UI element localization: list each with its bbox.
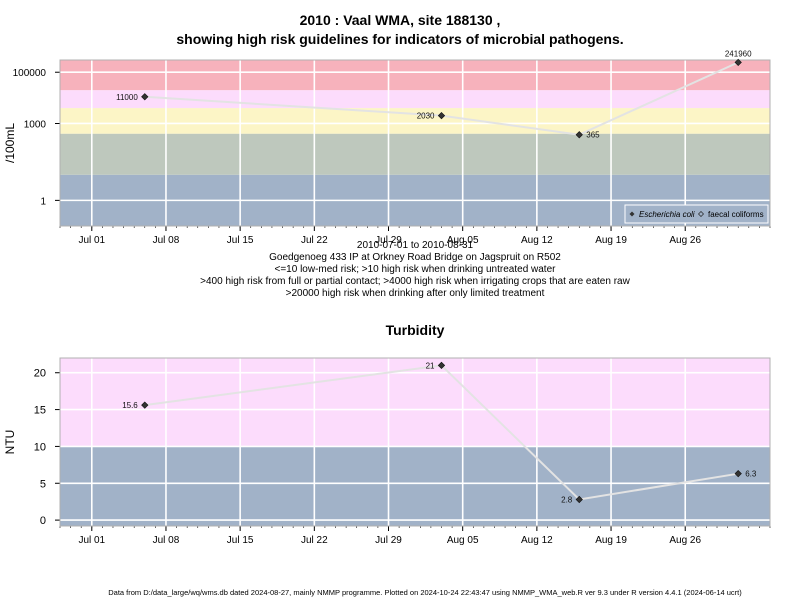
y-axis-label: NTU [3, 430, 17, 455]
data-label: 15.6 [122, 401, 138, 410]
risk-band-blue [60, 446, 770, 526]
data-point [141, 401, 149, 409]
legend-box [624, 204, 769, 224]
subtitle-date-range: 2010-07-01 to 2010-08-31 [356, 240, 474, 251]
y-tick-label: 0 [40, 515, 46, 527]
plot-frame [59, 59, 771, 227]
plot-frame [59, 357, 771, 527]
subtitle-guideline-1: <=10 low-med risk; >10 high risk when dr… [274, 264, 556, 275]
data-point [141, 93, 149, 101]
y-tick-label: 10 [34, 441, 46, 453]
data-label: 365 [586, 131, 600, 140]
chart-title-line-2: showing high risk guidelines for indicat… [176, 31, 624, 47]
x-tick-label: Aug 05 [447, 235, 479, 246]
chart-panel-2: Jul 01 Jul 08 Jul 15 Jul 22 Jul 29 Aug 05 Aug … [3, 357, 771, 546]
data-label: 241960 [725, 49, 752, 58]
legend-label: faecal coliforms [708, 210, 764, 219]
x-tick-label: Jul 22 [301, 535, 328, 546]
data-label: 11000 [116, 93, 138, 102]
subtitle-site: Goedgenoeg 433 IP at Orkney Road Bridge … [269, 252, 561, 263]
risk-band-yellow [60, 108, 770, 134]
legend-label: Escherichia coli [639, 210, 695, 219]
y-tick-label: 1000 [24, 119, 47, 130]
x-tick-label: Jul 08 [153, 535, 180, 546]
x-tick-label: Aug 19 [595, 535, 627, 546]
x-tick-label: Aug 12 [521, 535, 553, 546]
chart-panel-1: Jul 01 Jul 08 Jul 15 Jul 22 Jul 29 Aug 05 Aug … [3, 49, 771, 246]
y-tick-label: 15 [34, 405, 46, 417]
subtitle-guideline-3: >20000 high risk when drinking after onl… [285, 288, 545, 299]
data-point [575, 495, 583, 504]
y-tick-label: 1 [40, 196, 46, 207]
turbidity-title: Turbidity [385, 322, 445, 338]
risk-band-green [60, 133, 770, 175]
series-line [144, 364, 739, 501]
subtitle-guideline-2: >400 high risk from full or partial cont… [200, 276, 630, 287]
y-tick-label: 5 [40, 478, 46, 490]
x-tick-label: Jul 22 [301, 235, 328, 246]
data-label: 2.8 [561, 495, 573, 504]
y-tick-label: 100000 [13, 68, 47, 79]
data-point [734, 58, 742, 67]
x-tick-label: Aug 19 [595, 235, 627, 246]
x-tick-label: Jul 01 [78, 235, 105, 246]
risk-band-red [60, 60, 770, 91]
data-point [734, 470, 742, 478]
x-tick-label: Jul 15 [227, 235, 254, 246]
x-tick-label: Aug 26 [669, 235, 701, 246]
x-tick-label: Aug 12 [521, 235, 553, 246]
legend-marker-open [698, 211, 704, 217]
legend: Escherichia coli faecal coliforms [624, 204, 769, 224]
x-tick-label: Jul 08 [153, 235, 180, 246]
x-tick-label: Aug 26 [669, 535, 701, 546]
y-tick-label: 20 [34, 368, 46, 380]
data-label: 2030 [417, 112, 435, 121]
legend-marker-filled [629, 211, 635, 217]
x-tick-label: Jul 01 [78, 535, 105, 546]
x-tick-label: Aug 05 [447, 535, 479, 546]
x-tick-label: Jul 29 [375, 535, 402, 546]
data-point [437, 361, 446, 369]
footer-note: Data from D:/data_large/wq/wms.db dated … [108, 588, 742, 597]
x-tick-label: Jul 15 [227, 535, 254, 546]
y-axis-label: /100mL [3, 123, 17, 163]
data-point [575, 131, 583, 139]
data-label: 6.3 [745, 470, 757, 479]
x-tick-label: Jul 29 [375, 235, 402, 246]
data-point [437, 111, 446, 120]
chart-title-line-1: 2010 : Vaal WMA, site 188130 , [299, 12, 501, 28]
data-label: 21 [426, 361, 435, 370]
series-line [144, 61, 739, 136]
